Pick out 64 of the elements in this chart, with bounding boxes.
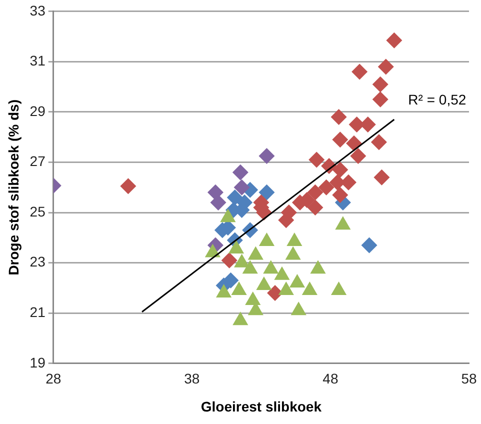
point <box>234 179 250 196</box>
x-tick-label: 38 <box>184 370 200 387</box>
x-tick-label: 28 <box>46 370 62 387</box>
point <box>216 284 232 298</box>
point <box>278 281 294 295</box>
point <box>242 260 258 274</box>
point <box>332 186 348 203</box>
y-tick-label: 23 <box>30 254 46 270</box>
y-tick-label: 33 <box>30 2 46 18</box>
point <box>256 276 272 290</box>
point <box>330 109 347 125</box>
point <box>245 292 261 306</box>
point <box>310 260 326 274</box>
point <box>222 272 239 288</box>
annotation: R² = 0,52 <box>408 91 466 108</box>
point <box>274 266 290 280</box>
y-tick-label: 21 <box>30 304 46 320</box>
y-tick-label: 19 <box>30 354 46 370</box>
point <box>228 240 244 254</box>
point <box>302 281 318 295</box>
point <box>226 189 243 206</box>
point <box>285 246 301 260</box>
point <box>318 179 334 196</box>
point <box>290 302 306 316</box>
point <box>210 194 226 210</box>
point <box>378 58 394 75</box>
point <box>221 252 238 268</box>
y-tick-label: 29 <box>30 102 46 119</box>
point <box>372 91 388 108</box>
point <box>258 148 275 164</box>
point <box>361 237 378 254</box>
x-tick-label: 58 <box>461 370 477 387</box>
point <box>370 134 387 150</box>
point <box>289 274 305 288</box>
y-tick-label: 31 <box>30 52 46 69</box>
point <box>307 184 324 200</box>
point <box>330 281 347 295</box>
y-axis-title: Droge stof slibkoek (% ds) <box>5 99 22 276</box>
x-axis-title: Gloeirest slibkoek <box>200 398 322 414</box>
point <box>332 132 348 148</box>
point <box>308 152 325 168</box>
point <box>234 254 250 268</box>
point <box>204 244 220 258</box>
point <box>258 232 275 246</box>
point <box>232 164 248 180</box>
point <box>258 184 275 200</box>
point <box>220 208 236 222</box>
y-tick-label: 27 <box>30 153 46 170</box>
point <box>231 281 247 295</box>
point <box>346 135 362 152</box>
point <box>335 216 351 230</box>
point <box>374 169 390 186</box>
point <box>350 148 366 164</box>
x-tick-label: 48 <box>322 370 338 387</box>
point <box>286 232 302 246</box>
point <box>263 260 279 274</box>
point <box>307 200 324 216</box>
point <box>248 246 264 260</box>
point <box>332 162 348 178</box>
point <box>120 178 136 194</box>
point <box>372 76 388 92</box>
y-tick-label: 25 <box>30 203 46 220</box>
point <box>352 64 368 80</box>
point <box>232 312 248 326</box>
